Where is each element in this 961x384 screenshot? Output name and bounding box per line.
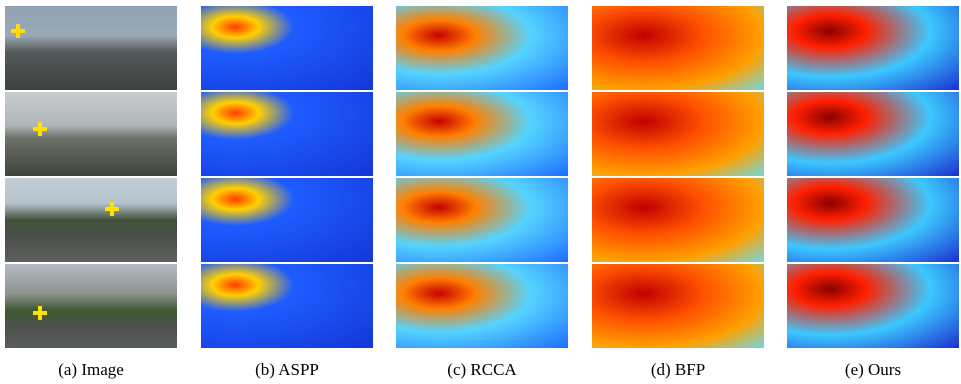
aspp-heatmap-2 (201, 92, 373, 176)
yellow-cross-marker-icon (33, 306, 47, 320)
ours-heatmap-4 (787, 264, 959, 348)
bfp-heatmap-3 (592, 178, 764, 262)
image-panel-4 (5, 264, 177, 348)
image-panel-1 (5, 6, 177, 90)
aspp-heatmap-1 (201, 6, 373, 90)
aspp-heatmap-3 (201, 178, 373, 262)
rcca-heatmap-3 (396, 178, 568, 262)
image-panel-2 (5, 92, 177, 176)
bfp-heatmap-2 (592, 92, 764, 176)
caption-aspp: (b) ASPP (255, 360, 319, 379)
rcca-heatmap-4 (396, 264, 568, 348)
aspp-heatmap-4 (201, 264, 373, 348)
rcca-heatmap-2 (396, 92, 568, 176)
ours-heatmap-1 (787, 6, 959, 90)
bfp-heatmap-1 (592, 6, 764, 90)
ours-heatmap-3 (787, 178, 959, 262)
caption-rcca: (c) RCCA (447, 360, 517, 379)
caption-ours: (e) Ours (844, 360, 902, 379)
caption-image: (a) Image (58, 360, 124, 379)
yellow-cross-marker-icon (11, 24, 25, 38)
yellow-cross-marker-icon (33, 122, 47, 136)
rcca-heatmap-1 (396, 6, 568, 90)
caption-bfp: (d) BFP (650, 360, 706, 379)
ours-heatmap-2 (787, 92, 959, 176)
yellow-cross-marker-icon (105, 202, 119, 216)
bfp-heatmap-4 (592, 264, 764, 348)
image-panel-3 (5, 178, 177, 262)
